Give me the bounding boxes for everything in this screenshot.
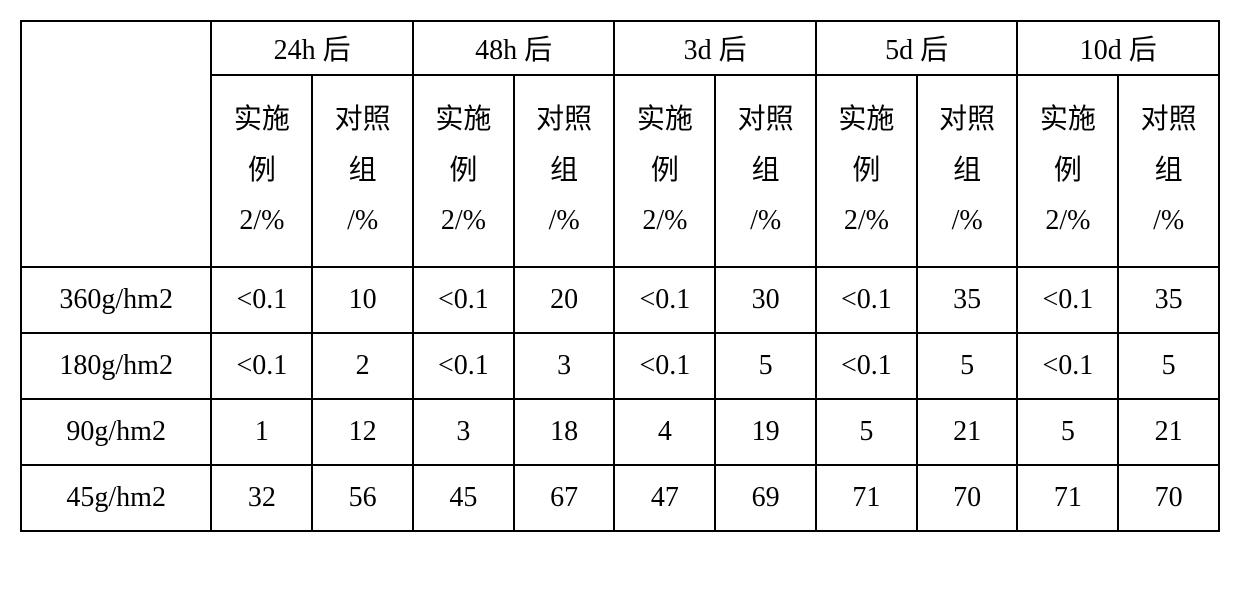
data-cell: 69: [715, 465, 816, 531]
table-row: 45g/hm2 32 56 45 67 47 69 71 70 71 70: [21, 465, 1219, 531]
data-cell: 5: [917, 333, 1018, 399]
data-cell: <0.1: [1017, 333, 1118, 399]
sub-header-experiment: 实施例2/%: [211, 75, 312, 267]
data-cell: 21: [1118, 399, 1219, 465]
data-cell: 30: [715, 267, 816, 333]
data-cell: 47: [614, 465, 715, 531]
data-cell: 35: [917, 267, 1018, 333]
sub-header-control: 对照组/%: [917, 75, 1018, 267]
data-cell: 10: [312, 267, 413, 333]
sub-header-control: 对照组/%: [312, 75, 413, 267]
data-cell: 19: [715, 399, 816, 465]
data-cell: 12: [312, 399, 413, 465]
data-cell: 70: [917, 465, 1018, 531]
data-cell: <0.1: [614, 333, 715, 399]
table-row: 360g/hm2 <0.1 10 <0.1 20 <0.1 30 <0.1 35…: [21, 267, 1219, 333]
row-label: 360g/hm2: [21, 267, 211, 333]
data-cell: 4: [614, 399, 715, 465]
row-label: 90g/hm2: [21, 399, 211, 465]
data-cell: 67: [514, 465, 615, 531]
row-label: 45g/hm2: [21, 465, 211, 531]
sub-header-experiment: 实施例2/%: [1017, 75, 1118, 267]
time-header: 48h 后: [413, 21, 615, 75]
data-cell: <0.1: [816, 267, 917, 333]
data-cell: 35: [1118, 267, 1219, 333]
data-cell: 70: [1118, 465, 1219, 531]
time-header: 24h 后: [211, 21, 413, 75]
data-cell: 2: [312, 333, 413, 399]
data-cell: 3: [514, 333, 615, 399]
data-cell: 5: [816, 399, 917, 465]
sub-header-control: 对照组/%: [1118, 75, 1219, 267]
data-cell: 5: [1017, 399, 1118, 465]
data-cell: 71: [1017, 465, 1118, 531]
data-cell: 3: [413, 399, 514, 465]
data-cell: 21: [917, 399, 1018, 465]
table-row: 90g/hm2 1 12 3 18 4 19 5 21 5 21: [21, 399, 1219, 465]
data-cell: <0.1: [413, 333, 514, 399]
data-cell: 5: [1118, 333, 1219, 399]
sub-header-experiment: 实施例2/%: [614, 75, 715, 267]
sub-header-control: 对照组/%: [514, 75, 615, 267]
data-cell: 56: [312, 465, 413, 531]
data-cell: 1: [211, 399, 312, 465]
table-row: 180g/hm2 <0.1 2 <0.1 3 <0.1 5 <0.1 5 <0.…: [21, 333, 1219, 399]
data-cell: 71: [816, 465, 917, 531]
time-header: 5d 后: [816, 21, 1018, 75]
time-header: 3d 后: [614, 21, 816, 75]
data-table: 24h 后 48h 后 3d 后 5d 后 10d 后 实施例2/% 对照组/%…: [20, 20, 1220, 532]
data-cell: <0.1: [211, 267, 312, 333]
data-cell: 18: [514, 399, 615, 465]
data-cell: 45: [413, 465, 514, 531]
data-cell: <0.1: [1017, 267, 1118, 333]
data-cell: <0.1: [413, 267, 514, 333]
time-header: 10d 后: [1017, 21, 1219, 75]
row-label: 180g/hm2: [21, 333, 211, 399]
sub-header-experiment: 实施例2/%: [413, 75, 514, 267]
data-cell: 20: [514, 267, 615, 333]
data-cell: 32: [211, 465, 312, 531]
sub-header-control: 对照组/%: [715, 75, 816, 267]
data-cell: 5: [715, 333, 816, 399]
data-cell: <0.1: [614, 267, 715, 333]
time-header-row: 24h 后 48h 后 3d 后 5d 后 10d 后: [21, 21, 1219, 75]
data-cell: <0.1: [816, 333, 917, 399]
data-cell: <0.1: [211, 333, 312, 399]
empty-corner-cell: [21, 21, 211, 267]
sub-header-experiment: 实施例2/%: [816, 75, 917, 267]
